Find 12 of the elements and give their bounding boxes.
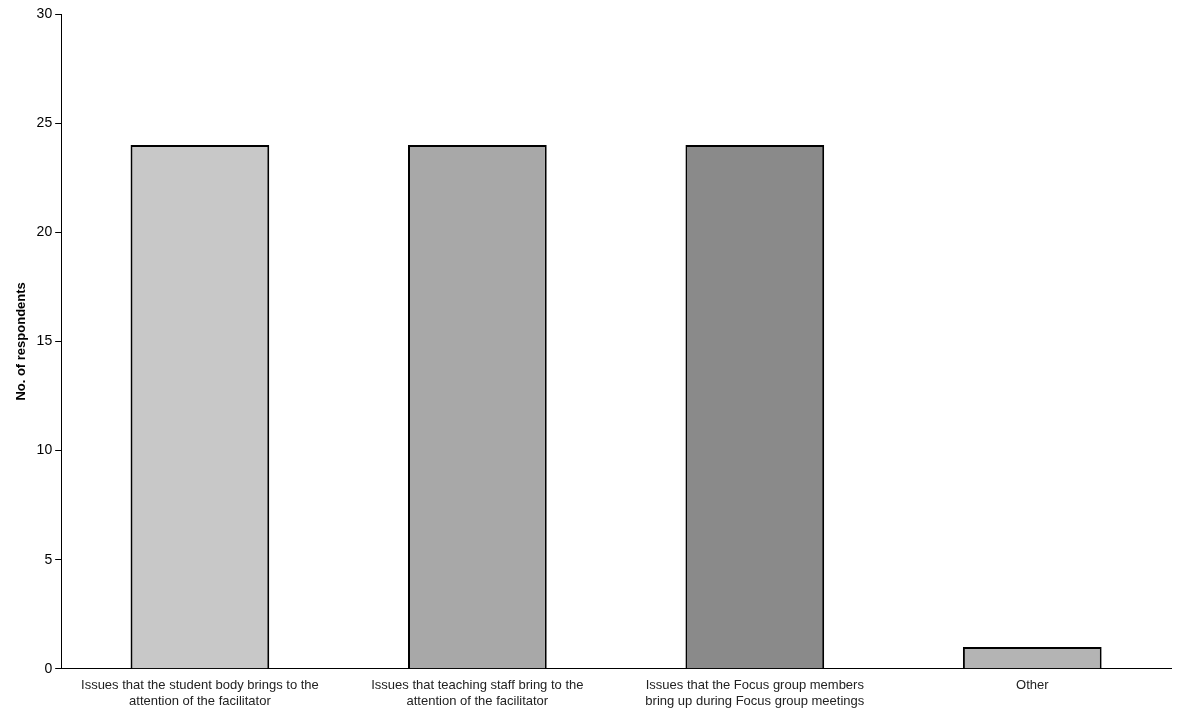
y-tick-label: 20 bbox=[36, 223, 53, 240]
y-axis-title: No. of respondents bbox=[13, 282, 29, 401]
y-tick-label: 30 bbox=[36, 4, 53, 21]
y-tick-label: 10 bbox=[36, 441, 53, 458]
x-tick-label: Issues that the Focus group members bring up during Focus group meetings bbox=[645, 677, 865, 708]
x-tick-label: Issues that the student body brings to the attention of the facilitator bbox=[81, 677, 319, 708]
x-tick-label: Issues that teaching staff bring to the attention of the facilitator bbox=[371, 677, 584, 708]
y-tick-label: 5 bbox=[44, 550, 53, 567]
x-tick-label: Other bbox=[1016, 677, 1050, 693]
y-tick-label: 0 bbox=[44, 659, 53, 676]
y-tick-label: 25 bbox=[36, 113, 53, 130]
y-tick-label: 15 bbox=[36, 332, 53, 349]
